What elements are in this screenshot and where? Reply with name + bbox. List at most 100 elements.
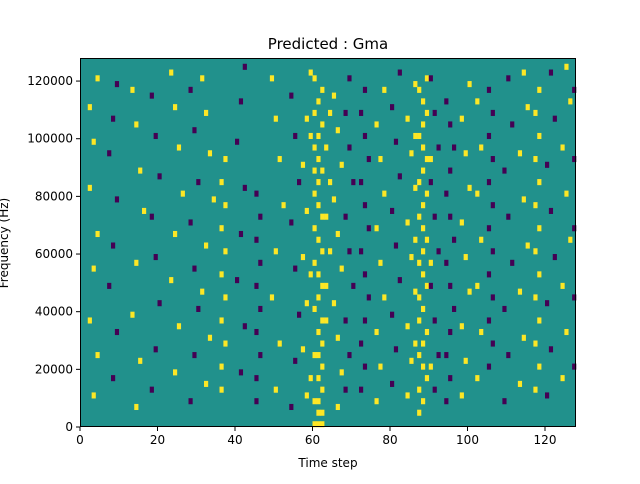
heatmap-cell (258, 259, 263, 266)
x-axis-label: Time step (297, 456, 357, 470)
heatmap-cell (320, 86, 325, 93)
heatmap-cell (521, 196, 526, 203)
heatmap-cell (293, 132, 298, 140)
heatmap-cell (328, 109, 333, 116)
heatmap-cell (95, 75, 100, 82)
heatmap-cell (242, 184, 247, 191)
heatmap-cell (293, 265, 298, 272)
heatmap-cell (428, 259, 433, 266)
heatmap-cell (417, 294, 422, 301)
heatmap-cell (475, 98, 480, 105)
heatmap-cell (312, 109, 317, 116)
heatmap-cell (463, 254, 468, 261)
heatmap-cell (424, 109, 430, 116)
heatmap-cell (316, 156, 321, 163)
heatmap-cell (196, 305, 201, 312)
heatmap-cell (335, 403, 340, 411)
heatmap-cell (486, 132, 492, 140)
heatmap-cell (320, 340, 325, 347)
heatmap-cell (107, 282, 112, 289)
heatmap-cell (413, 132, 418, 140)
heatmap-cell (424, 156, 430, 163)
y-tick-label: 40000 (35, 305, 73, 319)
heatmap-cell (339, 369, 344, 376)
heatmap-cell (339, 161, 344, 168)
heatmap-cell (300, 161, 306, 168)
heatmap-cell (393, 138, 399, 145)
heatmap-cell (560, 282, 565, 289)
heatmap-cell (320, 167, 325, 174)
heatmap-cell (421, 225, 426, 232)
heatmap-cell (459, 115, 464, 122)
heatmap-cell (572, 225, 577, 232)
heatmap-cell (382, 294, 387, 301)
heatmap-cell (320, 363, 325, 370)
heatmap-cell (405, 392, 410, 399)
heatmap-cell (130, 311, 135, 318)
heatmap-cell (196, 179, 201, 186)
heatmap-cell (142, 207, 147, 214)
heatmap-cell (533, 156, 538, 163)
heatmap-cell (188, 86, 193, 93)
heatmap-cell (219, 317, 224, 324)
heatmap-cell (316, 132, 321, 140)
heatmap-cell (324, 144, 329, 151)
heatmap-cell (219, 386, 224, 393)
heatmap-cell (417, 86, 422, 93)
heatmap-cell (362, 132, 368, 140)
heatmap-cell (421, 271, 426, 278)
heatmap-cell (421, 363, 426, 370)
heatmap-cell (486, 86, 492, 93)
heatmap-cell (366, 225, 371, 232)
heatmap-cell (134, 259, 139, 266)
heatmap-cell (269, 294, 275, 301)
heatmap-cell (521, 334, 526, 341)
heatmap-cell (254, 375, 259, 382)
heatmap-cell (343, 317, 348, 324)
heatmap-cell (312, 398, 317, 405)
heatmap-cell (362, 202, 368, 209)
heatmap-cell (405, 219, 410, 226)
heatmap-cell (254, 398, 259, 405)
heatmap-cell (312, 167, 317, 174)
heatmap-cell (421, 248, 426, 255)
heatmap-cell (490, 109, 495, 116)
heatmap-cell (207, 334, 213, 341)
heatmap-cell (448, 167, 453, 174)
heatmap-cell (444, 98, 449, 105)
heatmap-cell (424, 375, 430, 382)
heatmap-cell (219, 363, 224, 370)
heatmap-cell (548, 207, 554, 214)
heatmap-cell (490, 156, 495, 163)
heatmap-cell (91, 265, 96, 272)
heatmap-cell (421, 202, 426, 209)
heatmap-cell (324, 317, 329, 324)
heatmap-cell (331, 300, 337, 307)
heatmap-cell (548, 69, 554, 76)
x-tick-label: 0 (76, 433, 84, 447)
heatmap-cell (378, 259, 383, 266)
heatmap-cell (153, 132, 158, 140)
heatmap-cell (347, 144, 352, 151)
heatmap-cell (273, 248, 278, 255)
heatmap-cell (347, 352, 352, 359)
heatmap-cell (204, 242, 209, 249)
heatmap-cell (200, 75, 205, 82)
heatmap-cell (479, 144, 484, 151)
heatmap-cell (111, 375, 116, 382)
heatmap-cell (564, 63, 569, 70)
heatmap-cell (335, 230, 340, 238)
heatmap-cell (324, 282, 329, 289)
heatmap-cell (479, 236, 484, 243)
heatmap-cell (448, 282, 453, 289)
heatmap-cell (436, 144, 441, 151)
heatmap-cell (428, 179, 433, 186)
heatmap-cell (417, 409, 422, 416)
heatmap-cell (258, 352, 263, 359)
heatmap-cell (409, 254, 414, 261)
heatmap-cell (424, 190, 430, 197)
heatmap-cell (223, 340, 228, 347)
heatmap-cell (459, 219, 464, 226)
heatmap-cell (320, 386, 325, 393)
heatmap-cell (390, 311, 395, 318)
